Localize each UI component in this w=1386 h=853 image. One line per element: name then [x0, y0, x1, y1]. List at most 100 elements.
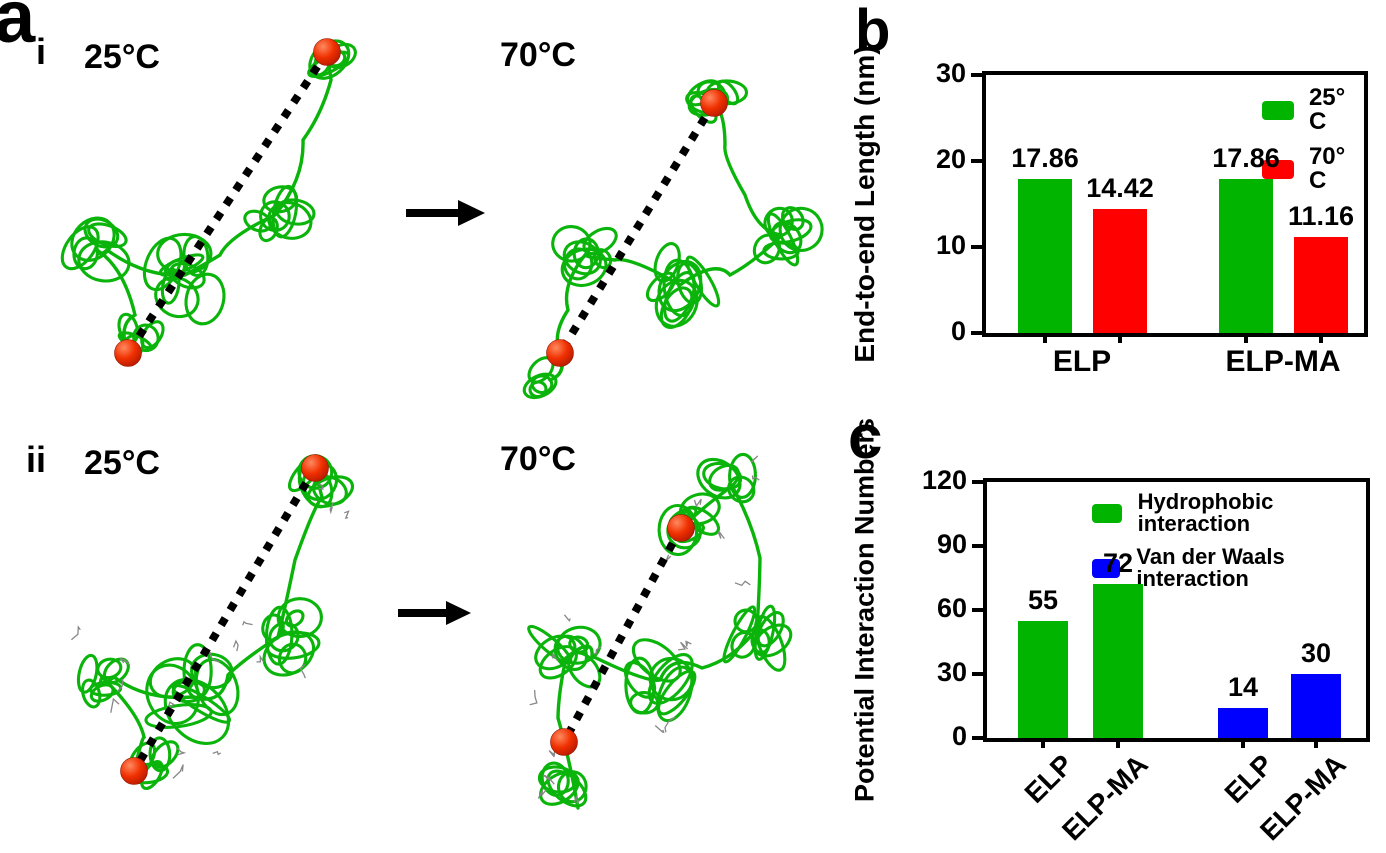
protein-ribbon-loop	[730, 630, 757, 659]
panel-b: b End-to-end Length (nm) 25° C 70° C 0 10…	[840, 0, 1386, 423]
end-to-end-distance-line	[560, 526, 685, 744]
protein-ribbon-loop	[657, 669, 697, 716]
side-chain-sticks	[299, 664, 306, 679]
protein-ribbon-loop	[727, 475, 756, 504]
bar-elp-ma-hydrophobic-interaction	[1093, 584, 1143, 738]
protein-ribbon-loop	[72, 236, 99, 271]
end-bead-icon	[546, 339, 574, 367]
panel-c-label: c	[848, 403, 883, 472]
protein-ribbon-loop	[182, 234, 210, 278]
side-chain-sticks	[734, 580, 751, 587]
side-chain-sticks	[573, 794, 580, 805]
panel-a-row-i-label: i	[36, 31, 47, 72]
bar-value-label: 17.86	[1212, 143, 1280, 174]
protein-ribbon-loop	[540, 761, 570, 797]
side-chain-sticks	[664, 716, 676, 733]
side-chain-sticks	[750, 455, 759, 463]
bar-elp-ma-25-c	[1219, 179, 1273, 333]
protein-ribbon-loop	[676, 261, 704, 305]
y-tick	[972, 736, 983, 740]
protein-ribbon-loop	[685, 255, 721, 308]
side-chain-sticks	[678, 641, 689, 651]
side-chain-sticks	[751, 475, 760, 481]
protein-ribbon-loop	[754, 615, 787, 672]
protein-ribbon-loop	[555, 625, 602, 665]
protein-ribbon-loop	[702, 461, 743, 491]
protein-ribbon-loop	[657, 503, 699, 557]
protein-ribbon-loop	[81, 678, 102, 709]
x-tick	[1241, 738, 1245, 748]
side-chain-sticks	[212, 750, 222, 756]
y-tick-label: 0	[950, 316, 966, 346]
side-chain-sticks	[693, 498, 702, 508]
protein-ribbon	[98, 466, 324, 773]
protein-ribbon-loop	[780, 206, 805, 232]
y-tick	[971, 331, 982, 335]
end-bead-icon	[667, 514, 695, 542]
protein-ribbon-loop	[657, 260, 703, 313]
legend-label-hydrophobic: Hydrophobic interaction	[1137, 489, 1274, 536]
protein-ribbon-loop	[663, 271, 696, 323]
legend-swatch-70c	[1262, 159, 1294, 179]
bar-value-label: 11.16	[1287, 201, 1355, 232]
protein-ribbon-loop	[753, 604, 777, 661]
chart-b-plot: 25° C 70° C 0 10 20 30 17.86 14.42 17.86 11.16 E…	[936, 60, 1368, 377]
protein-ribbon-loop	[142, 236, 183, 292]
bar-value-label: 17.86	[1011, 143, 1079, 174]
side-chain-sticks	[551, 652, 559, 662]
chart-c-plot: Hydrophobic interaction Van der Waals in…	[922, 467, 1370, 846]
y-tick	[971, 159, 982, 163]
legend-label-25c: 25° C	[1308, 84, 1346, 135]
bar-value-label: 14	[1227, 672, 1259, 703]
side-chain-sticks	[209, 651, 220, 663]
legend-label-vdw: Van der Waals interaction	[1136, 544, 1285, 591]
side-chain-sticks	[70, 625, 81, 641]
protein-ribbon-loop	[556, 770, 588, 804]
protein-ribbon-loop	[728, 452, 757, 499]
side-chain-sticks	[318, 483, 324, 490]
side-chain-sticks	[119, 657, 131, 666]
molecule-elp-ma-70c	[527, 452, 793, 810]
bar-elp-25-c	[1018, 179, 1072, 333]
side-chain-sticks	[177, 747, 187, 756]
y-tick-label: 10	[935, 230, 966, 260]
y-tick-label: 60	[936, 593, 967, 623]
panel-a-label: a	[0, 0, 36, 58]
bar-elp-van-der-waals-interaction	[1218, 708, 1268, 738]
y-tick-label: 120	[921, 465, 967, 495]
side-chain-sticks	[172, 764, 184, 779]
legend-entry-70c: 70° C	[1262, 145, 1364, 193]
y-tick	[972, 480, 983, 484]
y-axis-label: Potential Interaction Numbers	[849, 417, 880, 803]
side-chain-sticks	[542, 774, 555, 785]
legend-entry-25c: 25° C	[1262, 86, 1364, 134]
x-tick	[1118, 333, 1122, 343]
bar-elp-ma-70-c	[1294, 237, 1348, 333]
panel-a-row-ii-label: ii	[26, 439, 47, 480]
protein-ribbon-loop	[537, 765, 578, 794]
side-chain-sticks	[654, 725, 665, 734]
end-to-end-distance-line	[556, 100, 718, 356]
legend: 25° C 70° C	[1262, 86, 1364, 204]
side-chain-sticks	[717, 531, 725, 539]
end-bead-icon	[120, 757, 148, 785]
protein-ribbon-loop	[276, 597, 323, 639]
protein-ribbon-loop	[267, 201, 313, 240]
end-bead-icon	[301, 454, 329, 482]
y-tick	[971, 245, 982, 249]
y-tick-label: 90	[936, 529, 967, 559]
protein-ribbon-loop	[528, 380, 548, 399]
protein-ribbon-loop	[752, 233, 781, 265]
arrow-right-icon	[398, 601, 471, 625]
protein-ribbon-loop	[656, 665, 694, 723]
legend-entry-hydrophobic: Hydrophobic interaction	[1092, 491, 1366, 535]
protein-ribbon-loop	[277, 642, 308, 675]
protein-ribbon-loop	[77, 240, 131, 283]
side-chain-sticks	[685, 640, 692, 647]
end-bead-icon	[114, 339, 142, 367]
protein-ribbon-loop	[184, 272, 226, 326]
panel-a: a i 25°C 70°C ii 25°C 70°C	[0, 0, 824, 810]
molecule-elp-ma-25c	[70, 454, 355, 791]
temp-label-i-25c: 25°C	[84, 38, 160, 76]
